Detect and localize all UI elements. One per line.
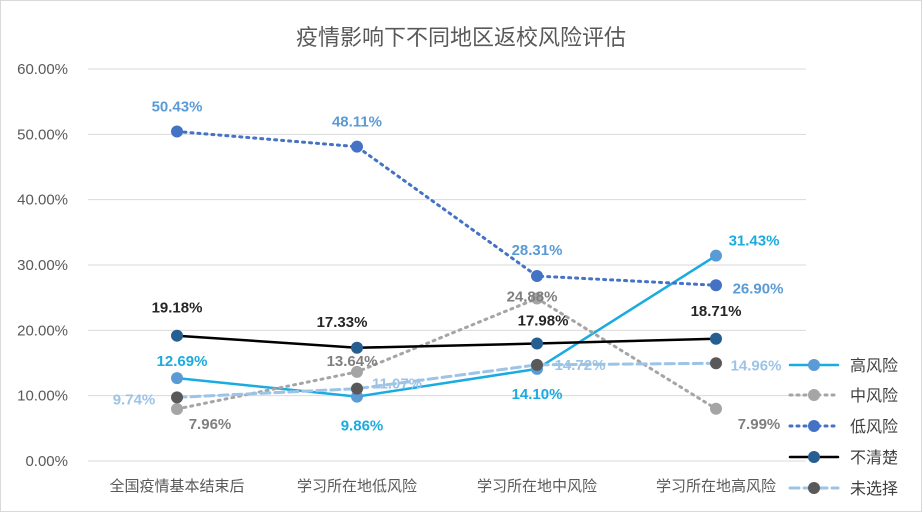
legend-label: 不清楚: [850, 448, 898, 467]
data-point[interactable]: [171, 329, 183, 342]
data-label: 19.18%: [152, 300, 203, 317]
y-tick-label: 10.00%: [17, 388, 68, 405]
data-label: 31.43%: [729, 233, 780, 250]
data-point[interactable]: [710, 357, 722, 370]
legend-label: 高风险: [850, 356, 898, 375]
y-tick-label: 50.00%: [17, 126, 68, 143]
legend-item[interactable]: 高风险: [788, 356, 898, 375]
data-point[interactable]: [171, 402, 183, 415]
y-tick-label: 20.00%: [17, 322, 68, 339]
series-lines: [171, 125, 722, 415]
x-tick-label: 学习所在地中风险: [477, 477, 597, 495]
legend-swatch-marker: [808, 451, 820, 463]
series-line: [175, 130, 718, 287]
x-tick-label: 学习所在地高风险: [656, 477, 776, 495]
data-label: 12.69%: [157, 353, 208, 370]
series-line: [175, 254, 718, 398]
data-label: 7.99%: [738, 416, 781, 433]
data-label: 7.96%: [189, 416, 232, 433]
data-point[interactable]: [710, 249, 722, 262]
series-4: [171, 329, 722, 354]
y-tick-label: 30.00%: [17, 257, 68, 274]
data-label: 24.88%: [507, 288, 558, 305]
data-point[interactable]: [710, 402, 722, 415]
x-tick-label: 学习所在地低风险: [297, 477, 417, 495]
legend-swatch-marker: [808, 420, 820, 432]
legend-swatch-marker: [808, 482, 820, 494]
data-point[interactable]: [531, 358, 543, 371]
y-axis-ticks: 0.00% 10.00% 20.00% 30.00% 40.00% 50.00% 60.00…: [17, 61, 68, 470]
data-point[interactable]: [710, 332, 722, 345]
legend-label: 低风险: [850, 417, 898, 436]
data-label: 9.74%: [113, 391, 156, 408]
legend-item[interactable]: 未选择: [788, 479, 898, 498]
legend-item[interactable]: 不清楚: [788, 448, 898, 467]
series-line: [175, 334, 718, 350]
data-point[interactable]: [351, 382, 363, 395]
legend-swatch-marker: [808, 389, 820, 401]
data-label: 11.07%: [372, 376, 422, 393]
data-point[interactable]: [351, 341, 363, 354]
series-line: [175, 361, 718, 399]
legend-swatch-marker: [808, 359, 820, 371]
series-line: [175, 296, 718, 411]
data-point[interactable]: [531, 270, 543, 283]
x-tick-label: 全国疫情基本结束后: [109, 477, 244, 495]
series-5: [171, 357, 722, 404]
chart-title: 疫情影响下不同地区返校风险评估: [296, 26, 626, 51]
data-label: 28.31%: [512, 242, 563, 259]
data-labels: 12.69% 9.86% 14.10% 31.43% 7.96% 13.64% 24.88%…: [113, 99, 784, 435]
series-2: [171, 292, 722, 415]
data-label: 14.10%: [512, 386, 563, 403]
data-point[interactable]: [171, 372, 183, 385]
legend-label: 未选择: [850, 479, 898, 498]
y-tick-label: 0.00%: [25, 453, 68, 470]
data-point[interactable]: [171, 125, 183, 138]
series-3: [171, 125, 722, 292]
legend-label: 中风险: [850, 386, 898, 405]
y-tick-label: 40.00%: [17, 192, 68, 209]
data-label: 14.72%: [555, 357, 606, 374]
data-label: 50.43%: [152, 99, 203, 116]
data-label: 48.11%: [332, 114, 382, 131]
data-point[interactable]: [171, 391, 183, 404]
data-label: 13.64%: [327, 353, 378, 370]
data-label: 18.71%: [691, 303, 742, 320]
legend-item[interactable]: 低风险: [788, 417, 898, 436]
data-point[interactable]: [531, 292, 543, 305]
legend-item[interactable]: 中风险: [788, 386, 898, 405]
y-tick-label: 60.00%: [17, 61, 68, 78]
data-label: 26.90%: [733, 280, 784, 297]
data-point[interactable]: [531, 337, 543, 350]
data-point[interactable]: [351, 365, 363, 378]
x-axis-ticks: 全国疫情基本结束后 学习所在地低风险 学习所在地中风险 学习所在地高风险: [109, 477, 776, 495]
data-label: 14.96%: [731, 357, 782, 374]
data-point[interactable]: [351, 140, 363, 153]
data-label: 9.86%: [341, 418, 384, 435]
data-point[interactable]: [710, 279, 722, 292]
data-label: 17.33%: [317, 314, 368, 331]
data-label: 17.98%: [518, 313, 569, 330]
